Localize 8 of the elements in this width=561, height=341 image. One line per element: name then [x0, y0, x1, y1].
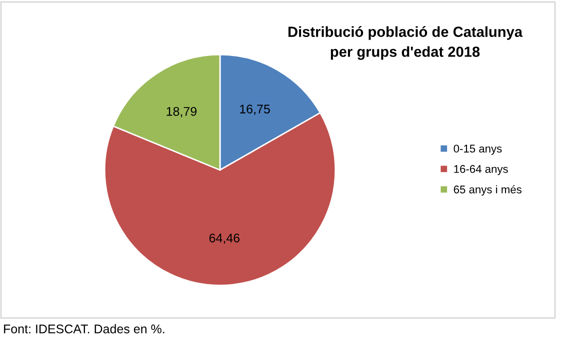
legend-label: 16-64 anys: [454, 165, 508, 176]
legend-label: 0-15 anys: [454, 144, 502, 155]
chart-title: Distribució població de Catalunya per grups d'edat 2018: [288, 26, 523, 60]
legend-label: 65 anys i més: [454, 185, 522, 196]
text: Font: IDESCAT. Dades en %.: [4, 324, 164, 334]
data-label: 16,75: [240, 104, 270, 115]
data-label: 18,79: [166, 106, 197, 118]
data-label: 64,46: [209, 234, 240, 244]
